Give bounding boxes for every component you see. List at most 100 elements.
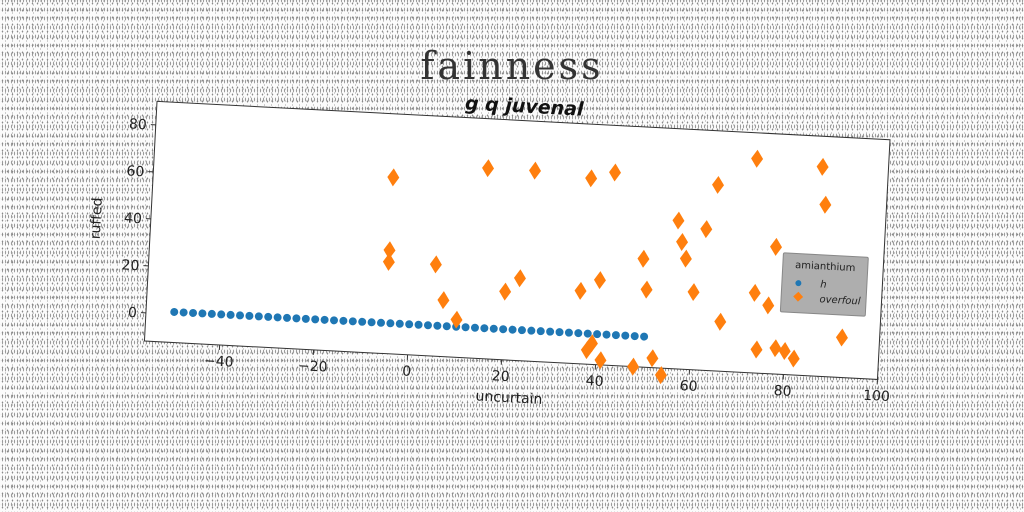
data-point-h [273,313,282,322]
data-point-h [611,331,620,340]
data-point-overfoul [482,159,495,178]
data-point-overfoul [762,296,775,315]
plot-area [143,100,891,380]
data-point-h [405,320,414,329]
data-point-h [555,328,564,337]
data-point-overfoul [676,232,689,251]
data-point-h [170,307,179,316]
data-point-overfoul [383,241,396,260]
data-point-h [621,331,630,340]
data-point-h [630,332,639,341]
data-point-h [414,320,423,329]
data-point-overfoul [819,195,832,214]
data-point-h [358,317,367,326]
data-point-overfoul [751,149,764,168]
y-tick-label: 0 [128,305,138,321]
x-tick-label: 100 [863,388,891,405]
data-point-h [508,325,517,334]
data-point-overfoul [640,280,653,299]
data-point-h [339,316,348,325]
data-point-overfoul [816,157,829,176]
data-point-h [254,312,263,321]
data-point-h [423,321,432,330]
data-point-overfoul [700,220,713,239]
data-point-h [386,319,395,328]
data-point-overfoul [714,312,727,331]
x-tick-label: 0 [402,364,412,380]
data-point-h [536,327,545,336]
data-point-h [198,309,207,318]
data-point-overfoul [450,310,463,329]
data-point-overfoul [529,161,542,180]
data-point-h [292,314,301,323]
data-point-h [189,308,198,317]
data-point-overfoul [787,349,800,368]
data-point-overfoul [646,349,659,368]
y-axis: 0 20 40 60 80 [121,116,156,321]
data-point-overfoul [748,283,761,302]
legend-entry-h: h [790,276,827,292]
scatter-chart: 0 20 40 60 80 −40 −20 0 20 40 60 80 100 g q juvenal… [88,92,891,408]
x-tick-label: 20 [491,368,510,385]
data-point-h [376,318,385,327]
data-point-h [320,315,329,324]
data-point-h [179,308,188,317]
data-point-overfoul [387,168,400,187]
legend-title: amianthium [794,259,856,275]
data-point-overfoul [593,271,606,290]
data-point-h [593,330,602,339]
data-point-h [395,319,404,328]
data-point-h [583,329,592,338]
y-tick-label: 20 [121,257,140,274]
data-point-overfoul [499,282,512,301]
data-point-h [546,327,555,336]
data-point-h [470,323,479,332]
data-point-h [217,310,226,319]
data-point-overfoul [835,328,848,347]
data-point-h [207,309,216,318]
x-axis-label: uncurtain [475,388,543,407]
legend: amianthium h overfoul [779,252,869,317]
x-tick-label: −20 [298,358,328,376]
data-point-h [301,314,310,323]
x-tick-label: −40 [204,353,234,371]
data-point-h [564,328,573,337]
data-point-overfoul [429,255,442,274]
data-point-overfoul [750,340,763,359]
data-point-overfoul [585,169,598,188]
data-point-overfoul [609,163,622,182]
data-point-h [311,315,320,324]
data-point-h [517,326,526,335]
data-point-h [480,324,489,333]
data-point-overfoul [594,351,607,370]
x-tick-label: 40 [585,373,604,390]
data-point-h [245,311,254,320]
y-tick-label: 60 [126,163,145,180]
data-point-h [640,332,649,341]
data-point-h [329,316,338,325]
x-axis: −40 −20 0 20 40 60 80 100 [204,344,891,405]
data-point-overfoul [769,339,782,358]
legend-entry-overfoul: overfoul [789,291,861,309]
y-tick-label: 40 [124,210,143,227]
data-point-overfoul [654,366,667,385]
data-point-h [442,322,451,331]
data-point-overfoul [687,283,700,302]
data-point-h [264,312,273,321]
data-point-h [226,310,235,319]
data-point-h [433,321,442,330]
data-point-overfoul [627,357,640,376]
data-point-overfoul [437,291,450,310]
data-point-overfoul [672,211,685,230]
circle-marker-icon [790,276,809,291]
figure-title: fainness [420,44,604,88]
x-tick-label: 80 [773,383,792,400]
data-point-overfoul [770,237,783,256]
chart-container: 0 20 40 60 80 −40 −20 0 20 40 60 80 100 g q juvenal… [64,77,922,480]
data-point-h [348,317,357,326]
data-point-h [461,323,470,332]
data-point-overfoul [574,281,587,300]
data-point-h [367,318,376,327]
y-tick-label: 80 [129,116,148,133]
legend-label: overfoul [819,293,861,307]
